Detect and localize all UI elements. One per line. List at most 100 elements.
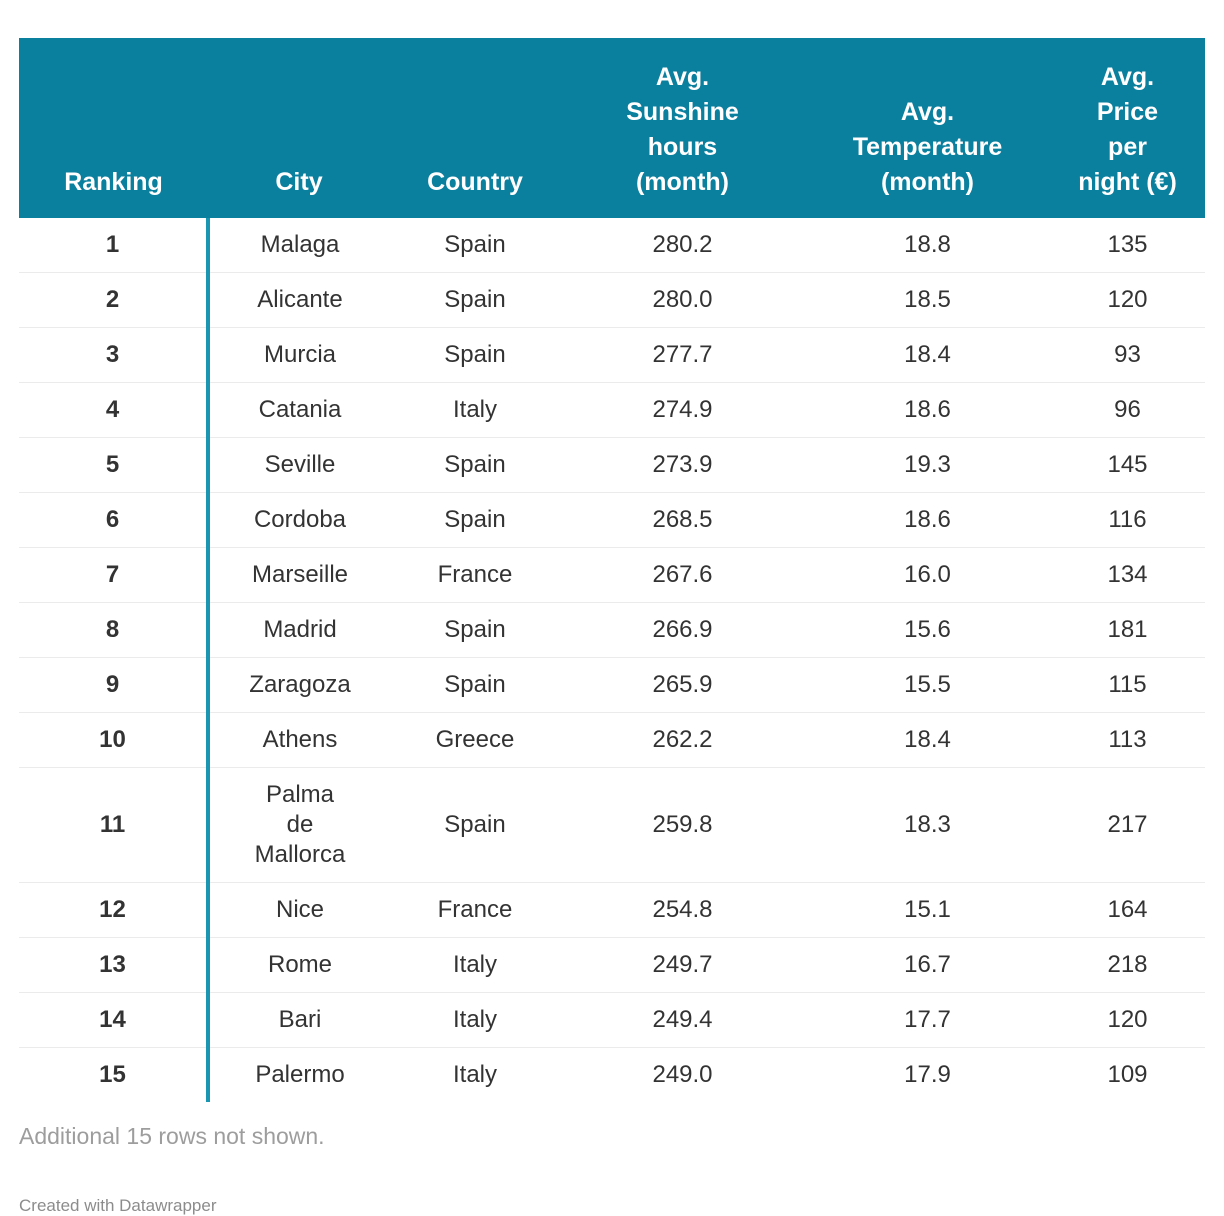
cell-temperature: 15.6: [805, 602, 1050, 658]
cell-country: Spain: [390, 272, 560, 328]
cell-ranking: 13: [19, 937, 208, 993]
cell-price: 120: [1050, 272, 1205, 328]
cell-country: Spain: [390, 602, 560, 658]
cell-price: 217: [1050, 767, 1205, 883]
cell-temperature: 17.7: [805, 992, 1050, 1048]
cell-sunshine: 265.9: [560, 657, 805, 713]
cell-price: 109: [1050, 1047, 1205, 1102]
cell-ranking: 9: [19, 657, 208, 713]
table-row: 11 Palma de Mallorca Spain 259.8 18.3 217: [19, 767, 1205, 883]
table-row: 14 Bari Italy 249.4 17.7 120: [19, 992, 1205, 1048]
cell-ranking: 7: [19, 547, 208, 603]
cell-ranking: 14: [19, 992, 208, 1048]
table-header: Ranking City Country Avg. Sunshine hours (m…: [19, 38, 1205, 218]
cell-city: Rome: [206, 937, 390, 993]
cell-country: Spain: [390, 327, 560, 383]
datawrapper-credit[interactable]: Created with Datawrapper: [19, 1196, 217, 1215]
table-body: 1 Malaga Spain 280.2 18.8 135 2 Alicante Spain 28…: [19, 218, 1205, 1102]
cell-sunshine: 280.2: [652, 231, 713, 258]
cell-city: Marseille: [206, 547, 390, 603]
cell-country: Spain: [390, 767, 560, 883]
table-row: 12 Nice France 254.8 15.1 164: [19, 882, 1205, 938]
column-header-city: City: [208, 38, 390, 218]
cell-ranking: 5: [19, 437, 208, 493]
cell-country: Italy: [390, 992, 560, 1048]
table-row: 10 Athens Greece 262.2 18.4 113: [19, 712, 1205, 768]
cell-price: 93: [1050, 327, 1205, 383]
cell-city: Bari: [206, 992, 390, 1048]
cell-city: Zaragoza: [206, 657, 390, 713]
cell-temperature: 18.5: [805, 272, 1050, 328]
table-row: 9 Zaragoza Spain 265.9 15.5 115: [19, 657, 1205, 713]
cell-temperature: 16.0: [805, 547, 1050, 603]
cell-city: Nice: [206, 882, 390, 938]
table-row: 2 Alicante Spain 280.0 18.5 120: [19, 272, 1205, 328]
cell-country: Italy: [390, 382, 560, 438]
cell-sunshine: 277.7: [560, 327, 805, 383]
cell-price: 135: [1107, 231, 1148, 258]
cell-country: France: [390, 547, 560, 603]
column-header-temperature: Avg. Temperature (month): [805, 38, 1050, 218]
cell-country: Greece: [390, 712, 560, 768]
cell-ranking: 11: [19, 767, 208, 883]
header-row: Ranking City Country Avg. Sunshine hours (m…: [19, 38, 1205, 218]
table-row: 6 Cordoba Spain 268.5 18.6 116: [19, 492, 1205, 548]
table-row: 3 Murcia Spain 277.7 18.4 93: [19, 327, 1205, 383]
cell-city: Cordoba: [206, 492, 390, 548]
cell-city: Palermo: [206, 1047, 390, 1102]
cell-price: 115: [1050, 657, 1205, 713]
cell-price: 120: [1050, 992, 1205, 1048]
cell-ranking: 4: [19, 382, 208, 438]
cell-city: Catania: [206, 382, 390, 438]
cell-country: Spain: [444, 231, 506, 258]
table-row: 5 Seville Spain 273.9 19.3 145: [19, 437, 1205, 493]
cell-sunshine: 268.5: [560, 492, 805, 548]
cell-ranking: 1: [105, 231, 120, 258]
cell-country: France: [390, 882, 560, 938]
table-row: 1 Malaga Spain 280.2 18.8 135: [19, 218, 1205, 273]
cell-country: Italy: [390, 937, 560, 993]
cell-city: Malaga: [206, 218, 390, 273]
sunshine-ranking-table: Ranking City Country Avg. Sunshine hours (m…: [19, 38, 1205, 1102]
cell-sunshine: 259.8: [560, 767, 805, 883]
cell-ranking: 10: [19, 712, 208, 768]
cell-ranking: 2: [19, 272, 208, 328]
cell-temperature: 18.8: [904, 231, 951, 258]
cell-ranking: 15: [19, 1047, 208, 1102]
cell-city: Palma de Mallorca: [206, 767, 390, 883]
cell-country: Spain: [390, 657, 560, 713]
cell-country: Spain: [390, 437, 560, 493]
cell-temperature: 17.9: [805, 1047, 1050, 1102]
cell-price: 116: [1050, 492, 1205, 548]
table-row: 15 Palermo Italy 249.0 17.9 109: [19, 1047, 1205, 1102]
cell-sunshine: 274.9: [560, 382, 805, 438]
cell-city: Alicante: [206, 272, 390, 328]
cell-price: 181: [1050, 602, 1205, 658]
column-header-ranking: Ranking: [19, 38, 208, 218]
cell-sunshine: 249.7: [560, 937, 805, 993]
cell-city: Murcia: [206, 327, 390, 383]
cell-sunshine: 267.6: [560, 547, 805, 603]
cell-sunshine: 280.0: [560, 272, 805, 328]
cell-sunshine: 249.0: [560, 1047, 805, 1102]
cell-ranking: 8: [19, 602, 208, 658]
cell-sunshine: 254.8: [560, 882, 805, 938]
cell-temperature: 18.4: [805, 327, 1050, 383]
rows-not-shown-note: Additional 15 rows not shown.: [19, 1123, 325, 1149]
cell-price: 164: [1050, 882, 1205, 938]
cell-temperature: 19.3: [805, 437, 1050, 493]
cell-sunshine: 266.9: [560, 602, 805, 658]
cell-temperature: 15.1: [805, 882, 1050, 938]
table-row: 7 Marseille France 267.6 16.0 134: [19, 547, 1205, 603]
column-header-sunshine: Avg. Sunshine hours (month): [560, 38, 805, 218]
cell-sunshine: 249.4: [560, 992, 805, 1048]
cell-city: Seville: [206, 437, 390, 493]
cell-sunshine: 262.2: [560, 712, 805, 768]
cell-price: 134: [1050, 547, 1205, 603]
cell-country: Italy: [390, 1047, 560, 1102]
cell-temperature: 18.4: [805, 712, 1050, 768]
column-header-country: Country: [390, 38, 560, 218]
cell-city: Athens: [206, 712, 390, 768]
cell-ranking: 6: [19, 492, 208, 548]
column-header-price: Avg. Price per night (€): [1050, 38, 1205, 218]
